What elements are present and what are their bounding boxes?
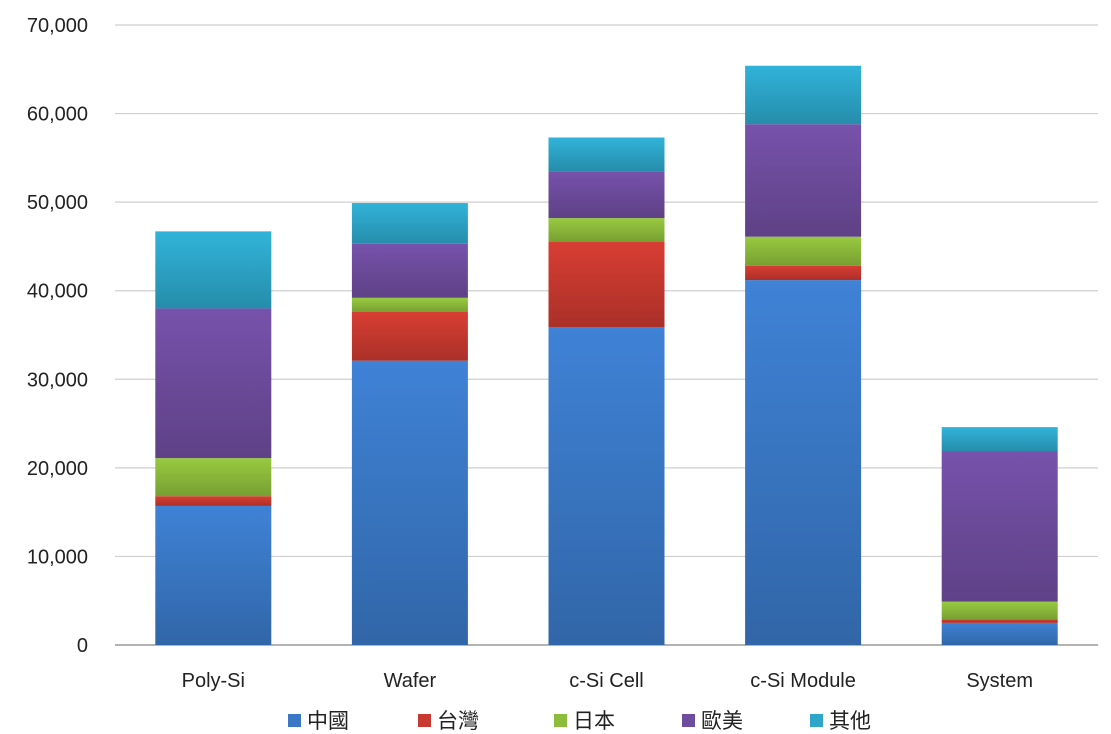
y-tick-label: 70,000 bbox=[27, 15, 88, 37]
bar-segment bbox=[745, 65, 862, 125]
legend-label: 其他 bbox=[829, 709, 871, 733]
bar-segment bbox=[351, 311, 468, 361]
bar-segment bbox=[548, 327, 665, 645]
bar-segment bbox=[548, 171, 665, 219]
legend-swatch bbox=[288, 714, 301, 727]
bar-segment bbox=[155, 458, 272, 497]
bar-segment bbox=[548, 137, 665, 172]
y-axis-ticks: 0 10,000 20,000 30,000 40,000 50,000 60,000 70,… bbox=[27, 15, 88, 657]
bar-segment bbox=[941, 451, 1058, 602]
bar-segment bbox=[155, 496, 272, 506]
bar-segment bbox=[351, 243, 468, 298]
legend-swatch bbox=[682, 714, 695, 727]
legend-label: 歐美 bbox=[701, 709, 743, 733]
bar-segment bbox=[155, 231, 272, 309]
x-tick-label: Poly-Si bbox=[182, 670, 245, 692]
bar-stack-wafer bbox=[351, 203, 468, 645]
legend-label: 中國 bbox=[307, 709, 349, 733]
y-tick-label: 60,000 bbox=[27, 104, 88, 126]
bar-segment bbox=[351, 297, 468, 312]
legend-swatch bbox=[554, 714, 567, 727]
legend-label: 日本 bbox=[573, 709, 615, 733]
legend-swatch bbox=[418, 714, 431, 727]
bar-segment bbox=[745, 236, 862, 266]
bar-segment bbox=[941, 427, 1058, 452]
x-tick-label: c-Si Module bbox=[750, 670, 856, 692]
legend-label: 台灣 bbox=[437, 709, 479, 733]
bar-stack-system bbox=[941, 427, 1058, 645]
bar-segment bbox=[941, 619, 1058, 623]
bar-stack-c-si-cell bbox=[548, 137, 665, 645]
bar-segment bbox=[745, 280, 862, 645]
y-tick-label: 10,000 bbox=[27, 546, 88, 568]
bar-segment bbox=[548, 242, 665, 328]
y-tick-label: 30,000 bbox=[27, 369, 88, 391]
bar-segment bbox=[351, 360, 468, 645]
y-tick-label: 0 bbox=[77, 635, 88, 657]
y-tick-label: 50,000 bbox=[27, 192, 88, 214]
bars bbox=[155, 65, 1058, 645]
bar-segment bbox=[548, 218, 665, 242]
x-tick-label: c-Si Cell bbox=[569, 670, 643, 692]
bar-segment bbox=[155, 505, 272, 645]
legend: 中國 台灣 日本 歐美 其他 bbox=[288, 709, 871, 733]
bar-segment bbox=[155, 308, 272, 459]
bar-segment bbox=[941, 601, 1058, 620]
bar-segment bbox=[745, 124, 862, 237]
y-tick-label: 40,000 bbox=[27, 281, 88, 303]
x-axis-ticks: Poly-Si Wafer c-Si Cell c-Si Module System bbox=[182, 670, 1033, 692]
bar-segment bbox=[941, 622, 1058, 645]
bar-segment bbox=[745, 265, 862, 281]
bar-stack-c-si-module bbox=[745, 65, 862, 645]
legend-swatch bbox=[810, 714, 823, 727]
bar-stack-poly-si bbox=[155, 231, 272, 645]
x-tick-label: System bbox=[966, 670, 1033, 692]
y-tick-label: 20,000 bbox=[27, 458, 88, 480]
bar-segment bbox=[351, 203, 468, 244]
x-tick-label: Wafer bbox=[384, 670, 437, 692]
